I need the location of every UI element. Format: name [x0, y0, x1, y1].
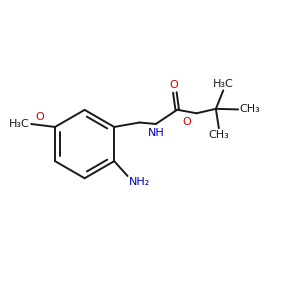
Text: NH₂: NH₂ — [128, 178, 150, 188]
Text: H₃C: H₃C — [213, 79, 234, 88]
Text: NH: NH — [147, 128, 164, 139]
Text: H₃C: H₃C — [9, 119, 30, 129]
Text: CH₃: CH₃ — [208, 130, 229, 140]
Text: O: O — [36, 112, 44, 122]
Text: CH₃: CH₃ — [239, 104, 260, 114]
Text: O: O — [182, 117, 191, 127]
Text: O: O — [169, 80, 178, 90]
